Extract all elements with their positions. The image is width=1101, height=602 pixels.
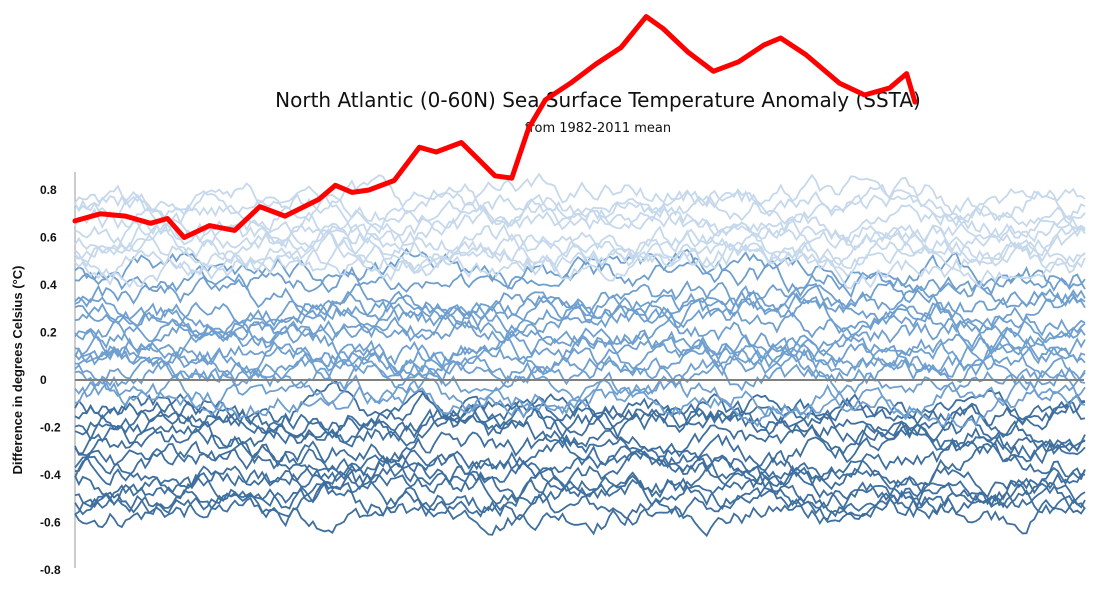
background-series-line <box>74 434 1086 489</box>
background-series-line <box>74 332 1086 380</box>
background-series-line <box>74 488 1086 538</box>
background-series-line <box>74 466 1086 518</box>
background-series-line <box>74 304 1086 363</box>
background-series-line <box>74 295 1086 344</box>
background-series-line <box>74 275 1086 331</box>
y-tick-label: 0.2 <box>40 326 57 340</box>
y-tick-label: 0.8 <box>40 183 57 197</box>
background-series-line <box>74 172 1086 225</box>
background-series-line <box>74 220 1086 264</box>
background-series-line <box>74 225 1086 271</box>
background-series-line <box>74 411 1086 467</box>
background-series-line <box>74 479 1086 536</box>
background-series-line <box>74 238 1086 290</box>
background-series-line <box>74 280 1086 329</box>
y-tick-labels: 0.8 0.6 0.4 0.2 0 -0.2 -0.4 -0.6 -0.8 <box>40 183 61 577</box>
y-tick-label: -0.8 <box>40 563 61 577</box>
y-tick-label: -0.6 <box>40 516 61 530</box>
y-tick-label: 0.6 <box>40 231 57 245</box>
background-series-line <box>74 436 1086 488</box>
background-series-line <box>74 393 1086 447</box>
highlight-series-line <box>72 14 918 240</box>
y-tick-label: -0.4 <box>40 468 61 482</box>
background-series-group <box>74 172 1086 538</box>
background-series-line <box>74 204 1086 256</box>
y-tick-label: 0.4 <box>40 278 57 292</box>
chart-title: North Atlantic (0-60N) Sea Surface Tempe… <box>275 88 921 112</box>
chart-subtitle: from 1982-2011 mean <box>525 121 671 136</box>
background-series-line <box>74 371 1086 419</box>
y-tick-label: -0.2 <box>40 421 61 435</box>
y-axis-label: Difference in degrees Celsius (°C) <box>10 266 25 475</box>
y-tick-label: 0 <box>40 373 47 387</box>
background-series-line <box>74 322 1086 377</box>
background-series-line <box>74 255 1086 298</box>
background-series-line <box>74 462 1086 510</box>
background-series-line <box>74 182 1086 235</box>
background-series-line <box>74 336 1086 389</box>
background-series-line <box>74 183 1086 232</box>
